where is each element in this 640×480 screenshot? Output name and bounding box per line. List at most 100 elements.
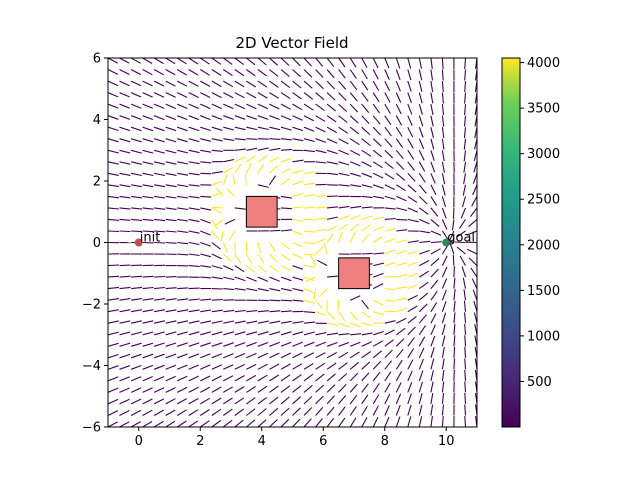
field-arrow	[349, 126, 360, 135]
field-arrow	[234, 126, 246, 131]
field-arrow	[292, 58, 301, 67]
field-arrow	[418, 207, 429, 215]
field-arrow	[326, 373, 336, 382]
field-arrow	[458, 219, 466, 229]
field-arrow	[395, 161, 405, 170]
field-arrow	[418, 69, 423, 81]
field-arrow	[165, 138, 177, 143]
field-arrow	[269, 229, 281, 232]
field-arrow	[453, 300, 456, 312]
field-arrow	[154, 230, 166, 233]
field-arrow	[464, 312, 467, 324]
field-arrow	[350, 172, 361, 177]
field-arrow	[269, 407, 279, 416]
field-arrow	[223, 265, 234, 271]
field-arrow	[384, 360, 393, 370]
field-arrow	[418, 138, 425, 150]
field-arrow	[384, 217, 396, 220]
field-arrow	[361, 383, 369, 393]
field-arrow	[153, 103, 165, 109]
field-arrow	[453, 312, 456, 324]
field-arrow	[119, 376, 131, 382]
field-arrow	[464, 58, 467, 70]
field-arrow	[176, 103, 188, 110]
field-arrow	[119, 286, 131, 290]
field-arrow	[246, 331, 258, 336]
field-arrow	[441, 381, 445, 393]
field-arrow	[257, 58, 267, 66]
field-arrow	[338, 184, 350, 187]
field-arrow	[257, 69, 268, 77]
field-arrow	[384, 288, 396, 291]
field-arrow	[130, 331, 142, 336]
field-arrow	[234, 207, 246, 210]
field-arrow	[119, 172, 131, 176]
field-arrow	[303, 115, 315, 122]
field-arrow	[176, 364, 188, 370]
plot-area: init goal	[107, 57, 478, 428]
y-tick-label: −6	[82, 421, 101, 436]
field-arrow	[108, 376, 119, 382]
field-arrow	[154, 207, 166, 210]
colorbar-tick-label: 500	[527, 375, 552, 390]
field-arrow	[384, 416, 390, 427]
field-arrow	[384, 92, 391, 103]
field-arrow	[165, 58, 176, 65]
field-arrow	[142, 376, 153, 382]
field-arrow	[303, 138, 315, 143]
field-arrow	[349, 417, 357, 427]
field-arrow	[395, 338, 405, 347]
field-arrow	[211, 58, 222, 65]
field-arrow	[441, 173, 446, 185]
colorbar: 500 1000 1500 2000 2500 3000 3500 4000	[501, 56, 560, 428]
field-arrow	[361, 161, 372, 168]
field-arrow	[119, 195, 131, 199]
field-arrow	[430, 279, 439, 289]
colorbar-tick-label: 1500	[527, 284, 560, 299]
field-arrow	[361, 252, 373, 255]
field-arrow	[418, 358, 424, 370]
field-arrow	[384, 320, 396, 324]
field-arrow	[154, 184, 166, 188]
field-arrow	[349, 372, 359, 382]
field-arrow	[464, 69, 467, 81]
field-arrow	[372, 161, 383, 169]
field-arrow	[418, 314, 427, 324]
field-arrow	[292, 418, 301, 427]
field-arrow	[269, 419, 278, 427]
field-arrow	[303, 276, 315, 282]
field-arrow	[407, 315, 417, 324]
field-arrow	[326, 233, 334, 243]
field-arrow	[280, 80, 291, 89]
field-arrow	[234, 253, 242, 264]
field-arrow	[464, 392, 467, 404]
field-arrow	[153, 331, 165, 336]
field-arrow	[468, 218, 477, 228]
field-arrow	[234, 331, 246, 336]
field-arrow	[315, 362, 326, 370]
field-arrow	[142, 286, 154, 290]
field-arrow	[430, 335, 436, 347]
field-arrow	[177, 287, 189, 290]
field-arrow	[142, 58, 153, 64]
field-arrow	[349, 223, 359, 232]
field-arrow	[430, 161, 436, 173]
field-arrow	[349, 103, 359, 113]
field-arrow	[246, 288, 258, 292]
field-arrow	[200, 342, 211, 347]
field-arrow	[211, 420, 222, 427]
field-arrow	[349, 161, 361, 167]
field-arrow	[395, 115, 403, 126]
field-arrow	[165, 364, 177, 370]
field-arrow	[268, 175, 277, 186]
field-arrow	[349, 311, 358, 321]
field-arrow	[108, 398, 119, 405]
field-arrow	[130, 398, 142, 405]
field-arrow	[234, 364, 245, 370]
field-arrow	[257, 242, 262, 254]
field-arrow	[257, 363, 268, 370]
field-arrow	[223, 364, 234, 370]
field-arrow	[165, 342, 177, 347]
field-arrow	[384, 299, 396, 302]
field-arrow	[350, 205, 362, 209]
